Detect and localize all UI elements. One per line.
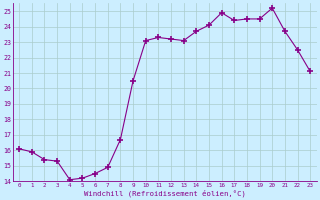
X-axis label: Windchill (Refroidissement éolien,°C): Windchill (Refroidissement éolien,°C) xyxy=(84,189,246,197)
